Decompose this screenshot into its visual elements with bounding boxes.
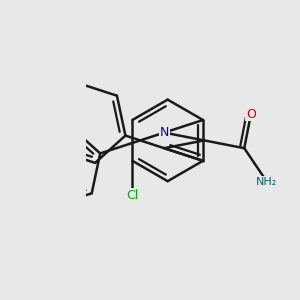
Text: O: O bbox=[246, 108, 256, 121]
Text: N: N bbox=[160, 126, 169, 139]
Text: Cl: Cl bbox=[126, 189, 139, 202]
Text: NH₂: NH₂ bbox=[256, 177, 278, 187]
